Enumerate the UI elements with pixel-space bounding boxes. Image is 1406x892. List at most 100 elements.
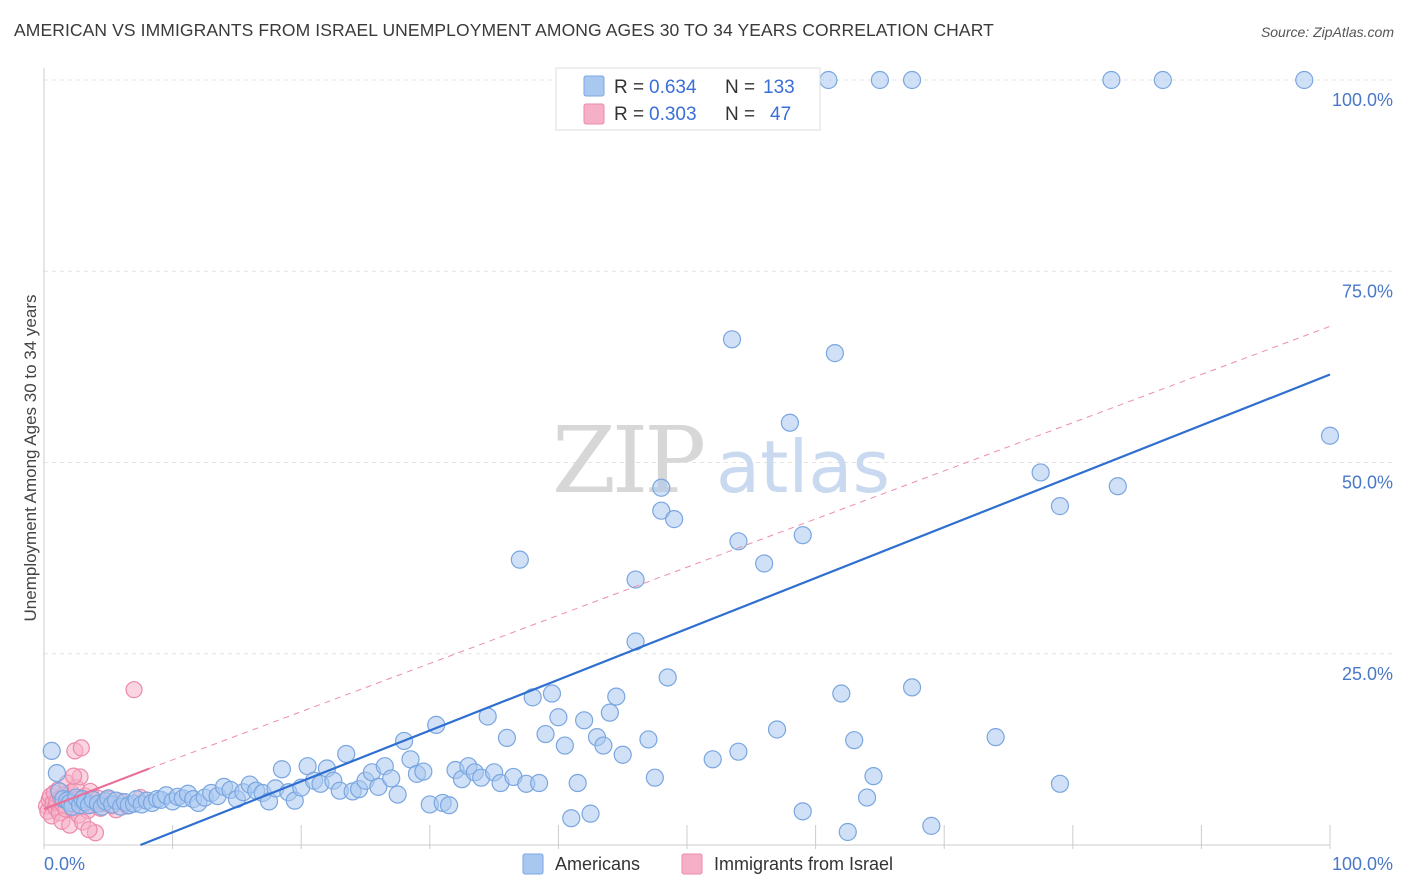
bottom-legend-americans-label: Americans — [555, 854, 640, 874]
y-tick-label: 25.0% — [1342, 664, 1393, 684]
americans-point — [902, 678, 922, 697]
axes — [43, 68, 1331, 849]
americans-point — [1153, 70, 1172, 90]
americans-point — [767, 720, 787, 739]
americans-point — [845, 731, 864, 750]
israel-point — [72, 739, 90, 757]
americans-point — [729, 742, 748, 761]
legend-americans-n-value: 133 — [763, 77, 795, 98]
americans-point — [793, 526, 812, 545]
americans-point — [1108, 477, 1127, 496]
americans-point — [607, 687, 626, 706]
americans-point — [755, 554, 774, 573]
bottom-legend-americans-swatch — [522, 853, 544, 875]
legend-israel-swatch — [583, 103, 605, 125]
gridlines — [44, 79, 1392, 655]
americans-point — [594, 736, 613, 755]
americans-point — [562, 809, 581, 828]
israel-point — [64, 767, 83, 785]
americans-point — [549, 708, 568, 727]
americans-trend-line — [140, 373, 1331, 847]
americans-point — [388, 785, 407, 804]
americans-point — [722, 330, 742, 349]
americans-point — [825, 344, 844, 363]
americans-point — [536, 724, 555, 744]
americans-point — [542, 684, 562, 703]
americans-point — [369, 777, 388, 796]
americans-point — [780, 413, 799, 432]
americans-point — [1050, 497, 1070, 516]
tick-labels: 25.0% 50.0% 75.0% 100.0% 0.0% 100.0% — [44, 90, 1393, 874]
bottom-legend-israel-label: Immigrants from Israel — [714, 854, 893, 874]
x-tick-label: 100.0% — [1332, 854, 1393, 874]
legend-americans-swatch — [583, 75, 605, 97]
americans-point — [510, 550, 529, 569]
americans-point — [645, 768, 664, 787]
chart-title: AMERICAN VS IMMIGRANTS FROM ISRAEL UNEMP… — [14, 20, 994, 40]
americans-point — [864, 767, 883, 786]
source-label: Source: ZipAtlas.com — [1260, 24, 1394, 40]
trend-lines — [43, 325, 1331, 847]
americans-point — [922, 816, 941, 835]
legend-israel-r-value: 0.303 — [649, 104, 697, 125]
watermark-zip: ZIP — [552, 407, 703, 514]
y-tick-label: 50.0% — [1342, 473, 1393, 493]
y-tick-label: 100.0% — [1332, 90, 1393, 110]
americans-point — [639, 730, 658, 749]
americans-point — [47, 763, 66, 783]
bottom-legend: Americans Immigrants from Israel — [522, 853, 893, 875]
y-tick-label: 75.0% — [1342, 281, 1393, 301]
y-axis-label: Unemployment Among Ages 30 to 34 years — [21, 295, 40, 622]
americans-point — [613, 745, 632, 764]
legend-americans-n-label: N = — [725, 77, 755, 98]
israel-point — [125, 681, 143, 699]
americans-point — [581, 804, 600, 823]
americans-point — [1050, 774, 1070, 793]
legend-israel-n-value: 47 — [770, 104, 791, 125]
americans-point — [729, 532, 748, 551]
israel-trend-line — [43, 767, 150, 811]
americans-point — [902, 70, 922, 90]
legend: R = 0.634 N = 133 R = 0.303 N = 47 — [555, 67, 821, 131]
israel-point — [80, 821, 98, 839]
americans-point — [600, 703, 619, 722]
americans-point — [439, 796, 459, 815]
americans-point — [1031, 463, 1050, 482]
americans-point — [626, 570, 645, 589]
americans-point — [819, 70, 838, 90]
bottom-legend-israel-swatch — [681, 853, 703, 875]
israel-points — [37, 681, 150, 842]
americans-point — [337, 744, 356, 764]
americans-point — [42, 741, 61, 761]
americans-point — [832, 684, 851, 703]
americans-point — [382, 769, 401, 788]
americans-point — [793, 802, 812, 821]
americans-point — [568, 773, 587, 793]
americans-point — [857, 788, 877, 807]
americans-point — [414, 762, 433, 781]
legend-israel-n-label: N = — [725, 104, 755, 125]
americans-point — [530, 773, 549, 793]
americans-point — [555, 736, 574, 755]
americans-point — [838, 822, 857, 842]
americans-point — [1320, 426, 1340, 445]
legend-israel-r-label: R = — [614, 104, 644, 125]
americans-point — [1295, 70, 1314, 90]
watermark-atlas: atlas — [716, 425, 890, 509]
americans-point — [665, 510, 684, 529]
americans-point — [1102, 70, 1121, 90]
americans-point — [703, 750, 722, 769]
x-tick-label: 0.0% — [44, 854, 85, 874]
americans-point — [986, 728, 1005, 747]
americans-point — [870, 70, 890, 90]
americans-point — [272, 760, 292, 779]
americans-point — [575, 711, 594, 730]
legend-americans-r-label: R = — [614, 77, 644, 98]
americans-point — [497, 728, 517, 748]
watermark: ZIP atlas — [552, 407, 890, 514]
americans-points — [42, 70, 1340, 842]
americans-point — [658, 668, 677, 687]
israel-trend-line-dashed — [149, 325, 1331, 769]
americans-point — [652, 478, 671, 497]
